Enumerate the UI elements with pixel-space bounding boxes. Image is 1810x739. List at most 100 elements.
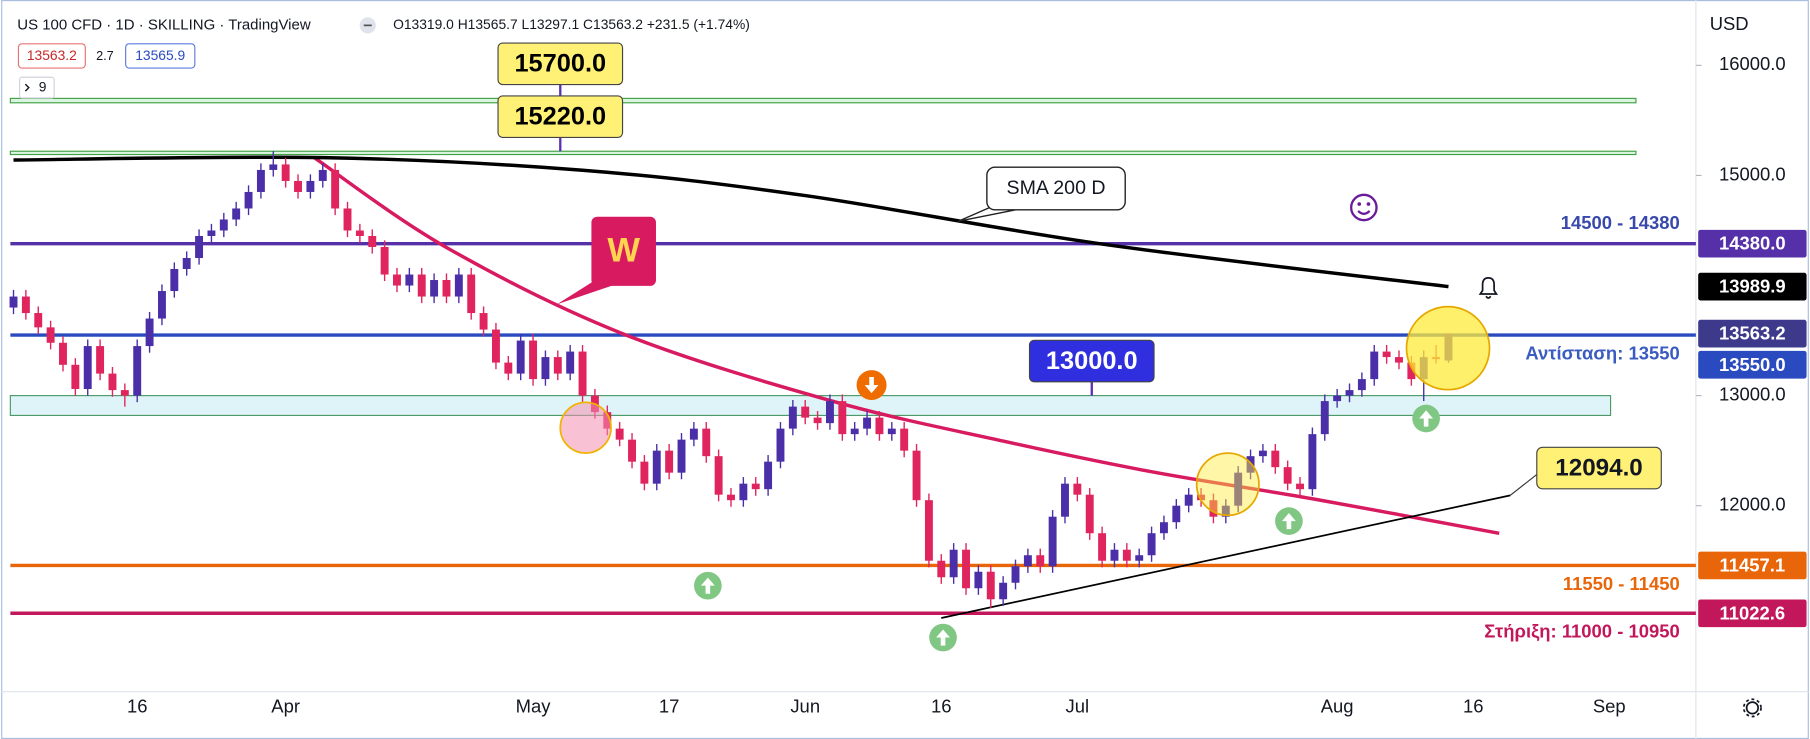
x-tick-label: Jul xyxy=(1066,696,1090,717)
candle-body xyxy=(1308,434,1317,490)
candle-body xyxy=(1184,494,1193,506)
price-tag-label: 14380.0 xyxy=(1719,233,1786,254)
candle-body xyxy=(393,274,401,286)
candle-body xyxy=(343,208,352,231)
x-tick-label: 16 xyxy=(127,696,148,717)
candle-body xyxy=(108,373,117,391)
candle-body xyxy=(1271,450,1280,468)
candle-body xyxy=(727,494,735,501)
x-tick-label: 17 xyxy=(659,696,680,717)
candle-body xyxy=(83,346,92,390)
candle-body xyxy=(1258,450,1267,457)
candle-body xyxy=(1320,401,1329,435)
level-text: 14500 - 14380 xyxy=(1561,212,1680,233)
candle-body xyxy=(974,571,983,589)
x-tick-label: Jun xyxy=(790,696,820,717)
bid-price: 13563.2 xyxy=(27,47,77,63)
y-tick-label: 13000.0 xyxy=(1719,383,1786,404)
level-text: Αντίσταση: 13550 xyxy=(1525,343,1679,364)
x-tick-label: Aug xyxy=(1321,696,1354,717)
candle-body xyxy=(294,180,302,192)
candle-body xyxy=(207,230,216,236)
trend-callout-label: 12094.0 xyxy=(1555,455,1643,482)
candle-body xyxy=(133,346,142,396)
candle-body xyxy=(1048,516,1057,567)
zone xyxy=(9,150,1637,156)
candle-body xyxy=(1061,483,1069,517)
candle-body xyxy=(479,313,488,330)
candle-body xyxy=(1407,362,1416,380)
candle-body xyxy=(1085,494,1094,534)
up-arrow-icon xyxy=(694,571,722,600)
candle-body xyxy=(813,417,822,424)
w-curve xyxy=(313,156,1500,536)
candle-body xyxy=(962,549,970,589)
candle-body xyxy=(219,219,228,231)
candle-body xyxy=(232,208,241,220)
candle-body xyxy=(195,235,204,259)
candle-body xyxy=(21,296,30,314)
price-tag-label: 13550.0 xyxy=(1719,354,1786,375)
candle-body xyxy=(801,406,810,418)
candle-body xyxy=(1159,522,1168,534)
candle-body xyxy=(529,340,538,380)
symbol-title: US 100 CFD · 1D · SKILLING · TradingView xyxy=(17,16,311,33)
up-arrow-icon xyxy=(929,623,957,652)
candle-body xyxy=(1357,379,1366,391)
candle-body xyxy=(306,180,315,192)
candle-body xyxy=(1221,505,1230,517)
candle-body xyxy=(9,296,18,308)
ask-box xyxy=(125,43,196,69)
candle-body xyxy=(1197,494,1206,501)
candle-body xyxy=(875,417,884,435)
w-callout-box xyxy=(591,216,656,286)
candle-body xyxy=(541,357,550,380)
alert-bell-icon[interactable] xyxy=(1478,276,1499,299)
ohlc-readout: O13319.0 H13565.7 L13297.1 C13563.2 +231… xyxy=(393,16,750,32)
candle-body xyxy=(1296,483,1304,490)
zone-label: 13000.0 xyxy=(1046,347,1138,375)
candle-body xyxy=(454,274,463,297)
price-tag xyxy=(1698,599,1807,628)
candle-body xyxy=(825,401,834,424)
candle-body xyxy=(863,417,872,429)
candle-body xyxy=(566,351,575,374)
trend-line xyxy=(941,494,1511,619)
candle-body xyxy=(516,340,525,374)
candle-body xyxy=(430,280,439,297)
candle-body xyxy=(417,274,426,297)
indicators-toggle[interactable] xyxy=(19,76,55,99)
candle-body xyxy=(96,346,105,374)
trend-callout-pointer xyxy=(1509,472,1540,496)
candle-body xyxy=(368,235,377,248)
level-text: Στήριξη: 11000 - 10950 xyxy=(1484,621,1679,643)
chevron xyxy=(24,83,30,92)
candle-body xyxy=(491,329,500,363)
up-arrow-icon xyxy=(1275,507,1303,535)
candle-body xyxy=(702,428,711,457)
candle-body xyxy=(1122,549,1131,561)
collapse-icon[interactable] xyxy=(359,17,376,34)
trend-callout-box xyxy=(1536,446,1662,490)
candle-body xyxy=(1172,505,1181,523)
candle-body xyxy=(999,582,1008,600)
candle-body xyxy=(776,428,785,462)
settings-icon[interactable] xyxy=(1742,698,1762,718)
down-arrow-icon xyxy=(856,370,887,401)
candle-body xyxy=(170,269,179,292)
candle-body xyxy=(677,439,686,473)
up-arrow-icon xyxy=(1412,404,1440,433)
candle-body xyxy=(764,461,773,490)
candle-body xyxy=(615,428,624,440)
y-tick-label: 15000.0 xyxy=(1719,163,1786,184)
candle-body xyxy=(244,191,253,209)
zone xyxy=(9,395,1612,417)
candle-body xyxy=(157,291,166,319)
candle-body xyxy=(34,313,43,328)
sma-callout-box xyxy=(986,166,1126,211)
currency-label[interactable]: USD xyxy=(1710,13,1749,34)
candle-body xyxy=(838,401,847,435)
price-tag-label: 11457.1 xyxy=(1720,554,1786,575)
candle-body xyxy=(751,483,760,490)
candle-body xyxy=(788,406,797,429)
